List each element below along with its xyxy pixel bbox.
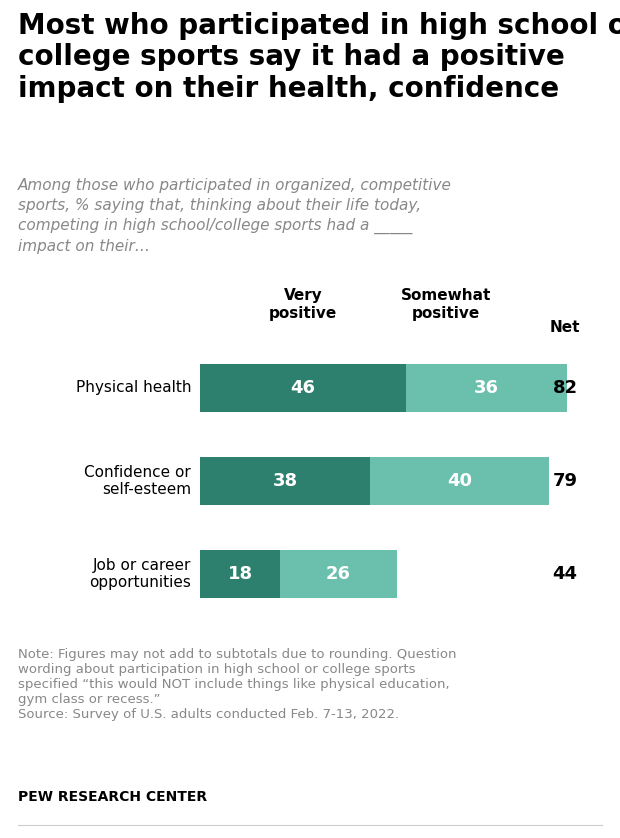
Text: Physical health: Physical health <box>76 380 191 396</box>
Text: Somewhat
positive: Somewhat positive <box>401 288 491 321</box>
Text: 40: 40 <box>447 472 472 489</box>
Text: Source: Survey of U.S. adults conducted Feb. 7-13, 2022.: Source: Survey of U.S. adults conducted … <box>18 708 399 722</box>
Bar <box>200 457 370 505</box>
Text: Confidence or
self-esteem: Confidence or self-esteem <box>84 464 191 497</box>
Text: PEW RESEARCH CENTER: PEW RESEARCH CENTER <box>18 790 207 804</box>
Bar <box>200 364 405 412</box>
Text: 36: 36 <box>474 379 498 396</box>
Text: Note: Figures may not add to subtotals due to rounding. Question: Note: Figures may not add to subtotals d… <box>18 648 456 661</box>
Bar <box>280 550 397 598</box>
Bar <box>405 364 567 412</box>
Bar <box>370 457 549 505</box>
Text: 79: 79 <box>552 472 577 489</box>
Text: 26: 26 <box>326 565 351 583</box>
Text: 82: 82 <box>552 379 578 396</box>
Text: Most who participated in high school or
college sports say it had a positive
imp: Most who participated in high school or … <box>18 12 620 102</box>
Text: wording about participation in high school or college sports: wording about participation in high scho… <box>18 663 415 676</box>
Text: Net: Net <box>550 320 580 335</box>
Text: gym class or recess.”: gym class or recess.” <box>18 693 161 706</box>
Bar <box>200 550 280 598</box>
Text: Among those who participated in organized, competitive
sports, % saying that, th: Among those who participated in organize… <box>18 178 452 254</box>
Text: 44: 44 <box>552 565 577 583</box>
Text: 18: 18 <box>228 565 253 583</box>
Text: Job or career
opportunities: Job or career opportunities <box>89 557 191 590</box>
Text: Very
positive: Very positive <box>268 288 337 321</box>
Text: specified “this would NOT include things like physical education,: specified “this would NOT include things… <box>18 678 450 691</box>
Text: 38: 38 <box>272 472 298 489</box>
Text: 46: 46 <box>290 379 316 396</box>
